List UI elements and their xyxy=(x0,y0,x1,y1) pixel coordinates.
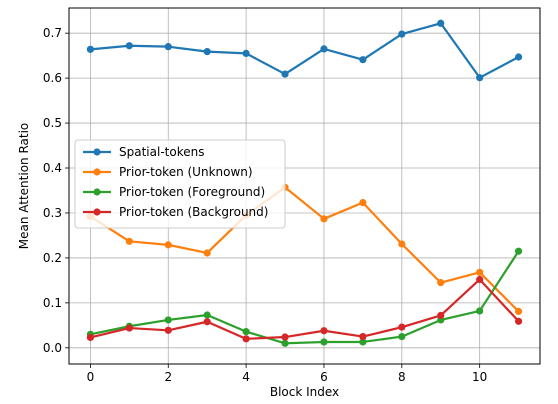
data-point xyxy=(320,45,328,53)
x-tick-label: 2 xyxy=(164,370,172,384)
legend-item: Prior-token (Background) xyxy=(83,205,268,219)
data-point xyxy=(437,19,445,27)
data-point xyxy=(164,326,172,334)
series-line xyxy=(90,22,520,79)
data-point xyxy=(437,279,445,287)
y-tick-label: 0.7 xyxy=(43,26,62,40)
legend-item: Prior-token (Foreground) xyxy=(83,185,265,199)
legend-marker xyxy=(93,168,101,176)
data-point xyxy=(437,311,445,320)
data-point xyxy=(398,323,406,331)
x-tick-label: 8 xyxy=(398,370,406,384)
y-tick-label: 0.2 xyxy=(43,251,62,265)
legend-marker xyxy=(93,148,101,156)
legend-label: Prior-token (Unknown) xyxy=(119,165,253,179)
data-point xyxy=(86,45,95,53)
y-tick-label: 0.1 xyxy=(43,296,62,310)
data-point xyxy=(320,215,328,223)
data-point xyxy=(359,199,367,207)
legend-label: Spatial-tokens xyxy=(119,145,204,159)
data-point xyxy=(86,333,95,342)
x-tick-label: 10 xyxy=(472,370,487,384)
y-tick-label: 0.4 xyxy=(43,161,62,175)
data-point xyxy=(203,249,211,257)
data-point xyxy=(514,53,523,61)
data-point xyxy=(476,268,484,276)
data-point xyxy=(398,240,406,248)
legend-label: Prior-token (Background) xyxy=(119,205,268,219)
x-tick-label: 0 xyxy=(87,370,95,384)
data-point xyxy=(514,307,523,316)
series-3 xyxy=(86,275,523,343)
y-axis-ticks: 0.0 0.1 0.2 0.3 0.4 0.5 0.6 0.7 xyxy=(43,26,69,355)
series-layer xyxy=(86,19,523,347)
data-point xyxy=(320,338,328,346)
data-point xyxy=(514,317,523,325)
data-point xyxy=(398,332,406,341)
data-point xyxy=(398,30,406,38)
y-tick-label: 0.3 xyxy=(43,206,62,220)
legend: Spatial-tokens Prior-token (Unknown) Prior… xyxy=(74,139,286,229)
data-point xyxy=(125,324,133,332)
data-point xyxy=(164,241,172,249)
data-point xyxy=(125,237,133,245)
data-point xyxy=(320,327,328,335)
data-point xyxy=(281,333,289,341)
x-axis-ticks: 0 2 4 6 8 10 xyxy=(87,364,487,384)
legend-marker xyxy=(93,188,101,196)
data-point xyxy=(359,338,367,346)
data-point xyxy=(476,275,484,284)
y-axis-label: Mean Attention Ratio xyxy=(17,123,31,250)
x-tick-label: 6 xyxy=(320,370,328,384)
legend-label: Prior-token (Foreground) xyxy=(119,185,265,199)
legend-marker xyxy=(93,208,101,216)
data-point xyxy=(476,307,484,315)
series-line xyxy=(89,186,520,313)
data-point xyxy=(203,48,211,56)
data-point xyxy=(164,43,172,51)
data-point xyxy=(203,318,211,326)
data-point xyxy=(281,70,289,78)
series-0 xyxy=(86,19,523,82)
data-point xyxy=(281,339,289,347)
legend-box xyxy=(74,139,286,229)
data-point xyxy=(359,332,367,341)
data-point xyxy=(476,74,484,82)
x-tick-label: 4 xyxy=(242,370,250,384)
data-point xyxy=(242,49,250,57)
y-tick-label: 0.0 xyxy=(43,341,62,355)
data-point xyxy=(514,247,523,255)
data-point xyxy=(164,316,172,324)
series-line xyxy=(90,250,520,345)
plot-area-frame xyxy=(68,7,541,365)
data-point xyxy=(242,335,250,343)
legend-item: Spatial-tokens xyxy=(83,145,204,159)
data-point xyxy=(359,56,367,64)
series-line xyxy=(90,278,520,340)
y-tick-label: 0.6 xyxy=(43,71,62,85)
legend-item: Prior-token (Unknown) xyxy=(83,165,253,179)
x-axis-label: Block Index xyxy=(270,385,339,399)
data-point xyxy=(242,328,250,336)
data-point xyxy=(125,42,133,50)
y-tick-label: 0.5 xyxy=(43,116,62,130)
data-point xyxy=(203,311,211,319)
